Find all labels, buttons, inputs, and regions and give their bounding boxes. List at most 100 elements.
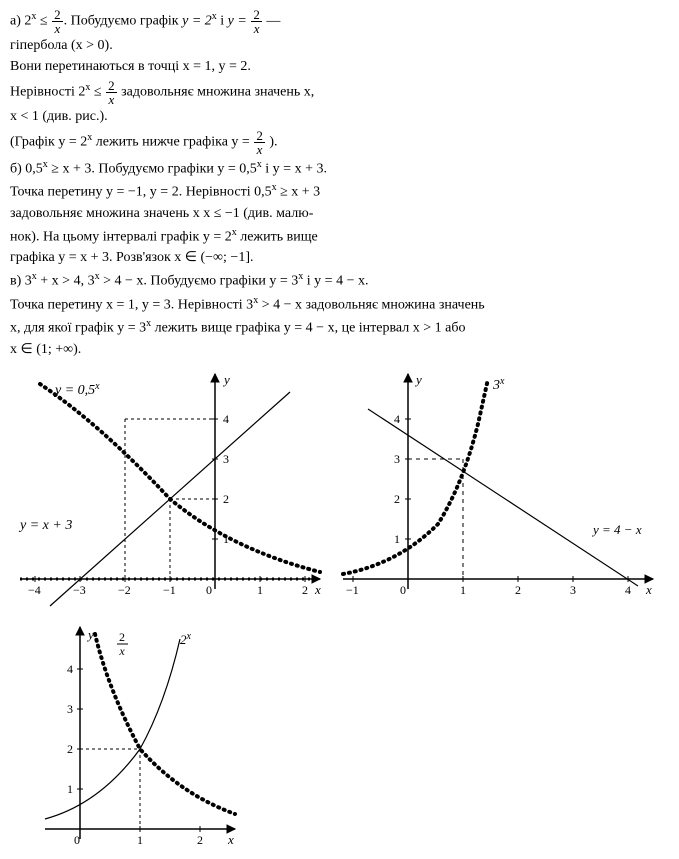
x-label: x xyxy=(227,832,234,847)
text: і xyxy=(217,14,228,29)
text: y = xyxy=(228,14,251,29)
text: і y = x + 3. xyxy=(262,161,327,176)
svg-text:1: 1 xyxy=(223,532,229,546)
graph-2: y x 3x y = 4 − x −1 0 1 2 3 4 1 2 3 4 xyxy=(338,364,658,619)
text: б) 0,5 xyxy=(10,161,43,176)
text: і y = 4 − x. xyxy=(303,274,368,289)
fraction: 2x xyxy=(254,129,265,156)
svg-text:2: 2 xyxy=(394,492,400,506)
part-b: б) 0,5x ≥ x + 3. Побудуємо графіки y = 0… xyxy=(10,158,669,180)
y-label: y xyxy=(414,372,422,387)
graph-1: y = 0,5x y = x + 3 y x −4 −3 −2 −1 0 1 2… xyxy=(10,364,330,619)
curve-label: 3x xyxy=(492,376,505,393)
fraction: 2x xyxy=(251,8,262,35)
svg-text:2: 2 xyxy=(67,742,73,756)
text: (Графік y = 2 xyxy=(10,134,87,149)
xtick-labels: −4 −3 −2 −1 0 1 2 xyxy=(28,583,308,597)
text: + x > 4, 3 xyxy=(37,274,95,289)
text-line: Точка перетину x = 1, y = 3. Нерівності … xyxy=(10,294,669,316)
svg-text:3: 3 xyxy=(570,583,576,597)
text: ). xyxy=(266,134,278,149)
text: в) 3 xyxy=(10,274,32,289)
graphs-row-2: y x 2 x 2x 0 1 2 1 2 3 4 xyxy=(40,619,669,859)
svg-text:2: 2 xyxy=(197,833,203,847)
svg-text:0: 0 xyxy=(206,583,212,597)
text: нок). На цьому інтервалі графік y = 2 xyxy=(10,229,232,244)
text: — xyxy=(263,14,281,29)
xtick-labels: 0 1 2 xyxy=(74,833,203,847)
frac-label: 2 x xyxy=(117,630,128,658)
text: x, для якої графік y = 3 xyxy=(10,321,146,336)
text-line: нок). На цьому інтервалі графік y = 2x л… xyxy=(10,226,669,248)
text-line: гіпербола (x > 0). xyxy=(10,37,669,56)
text: > 4 − x. Побудуємо графіки y = 3 xyxy=(100,274,299,289)
text: Точка перетину x = 1, y = 3. Нерівності … xyxy=(10,297,253,312)
svg-text:4: 4 xyxy=(625,583,631,597)
text-line: (Графік y = 2x лежить нижче графіка y = … xyxy=(10,129,669,156)
svg-text:−3: −3 xyxy=(73,583,86,597)
graphs-row-1: y = 0,5x y = x + 3 y x −4 −3 −2 −1 0 1 2… xyxy=(10,364,669,619)
graph-3: y x 2 x 2x 0 1 2 1 2 3 4 xyxy=(40,619,240,859)
svg-text:−1: −1 xyxy=(346,583,359,597)
svg-text:3: 3 xyxy=(67,702,73,716)
svg-text:2: 2 xyxy=(223,492,229,506)
part-c: в) 3x + x > 4, 3x > 4 − x. Побудуємо гра… xyxy=(10,270,669,292)
svg-text:4: 4 xyxy=(67,662,73,676)
text: лежить вище xyxy=(237,229,318,244)
line-label: y = 4 − x xyxy=(591,522,642,537)
ytick-labels: 1 2 3 4 xyxy=(67,662,73,796)
line-label: y = x + 3 xyxy=(18,518,72,533)
svg-text:−4: −4 xyxy=(28,583,41,597)
curve-label: 2x xyxy=(180,631,192,647)
svg-text:0: 0 xyxy=(74,833,80,847)
text: задовольняє множина значень x, xyxy=(118,85,315,100)
text: а) 2 xyxy=(10,14,31,29)
ytick-labels: 1 2 3 4 xyxy=(223,412,229,546)
svg-text:x: x xyxy=(118,644,125,658)
text: Нерівності 2 xyxy=(10,85,85,100)
svg-text:−2: −2 xyxy=(118,583,131,597)
svg-text:2: 2 xyxy=(302,583,308,597)
x-label: x xyxy=(645,582,652,597)
text: > 4 − x задовольняє множина значень xyxy=(258,297,484,312)
part-a: а) 2x ≤ 2x. Побудуємо графік y = 2x і y … xyxy=(10,8,669,35)
text-line: x, для якої графік y = 3x лежить вище гр… xyxy=(10,317,669,339)
text: ≤ xyxy=(90,85,105,100)
text: ≤ xyxy=(36,14,51,29)
svg-text:1: 1 xyxy=(67,782,73,796)
svg-text:−1: −1 xyxy=(163,583,176,597)
y-label: y xyxy=(86,627,94,642)
svg-text:1: 1 xyxy=(257,583,263,597)
text: Точка перетину y = −1, y = 2. Нерівності… xyxy=(10,185,272,200)
svg-text:1: 1 xyxy=(137,833,143,847)
ytick-labels: 1 2 3 4 xyxy=(394,412,400,546)
text: ≥ x + 3. Побудуємо графіки y = 0,5 xyxy=(48,161,257,176)
svg-text:3: 3 xyxy=(223,452,229,466)
svg-text:2: 2 xyxy=(119,630,125,644)
xtick-labels: −1 0 1 2 3 4 xyxy=(346,583,631,597)
text-line: задовольняє множина значень x x ≤ −1 (ди… xyxy=(10,205,669,224)
text-line: Вони перетинаються в точці x = 1, y = 2. xyxy=(10,58,669,77)
text-line: графіка y = x + 3. Розв'язок x ∈ (−∞; −1… xyxy=(10,249,669,268)
text: . Побудуємо графік xyxy=(64,14,183,29)
text: y = 2 xyxy=(182,14,212,29)
text-line: Точка перетину y = −1, y = 2. Нерівності… xyxy=(10,181,669,203)
text: ≥ x + 3 xyxy=(277,185,321,200)
y-label: y xyxy=(222,372,230,387)
text-line: x < 1 (див. рис.). xyxy=(10,108,669,127)
fraction: 2x xyxy=(106,79,117,106)
svg-text:2: 2 xyxy=(515,583,521,597)
text: лежить вище графіка y = 4 − x, це інтерв… xyxy=(151,321,465,336)
text-line: Нерівності 2x ≤ 2x задовольняє множина з… xyxy=(10,79,669,106)
svg-text:1: 1 xyxy=(394,532,400,546)
text: лежить нижче графіка y = xyxy=(92,134,253,149)
svg-text:4: 4 xyxy=(394,412,400,426)
curve-label: y = 0,5x xyxy=(53,381,100,398)
text-line: x ∈ (1; +∞). xyxy=(10,341,669,360)
svg-text:3: 3 xyxy=(394,452,400,466)
svg-text:0: 0 xyxy=(400,583,406,597)
svg-text:1: 1 xyxy=(460,583,466,597)
fraction: 2x xyxy=(52,8,63,35)
x-label: x xyxy=(314,582,321,597)
svg-text:4: 4 xyxy=(223,412,229,426)
